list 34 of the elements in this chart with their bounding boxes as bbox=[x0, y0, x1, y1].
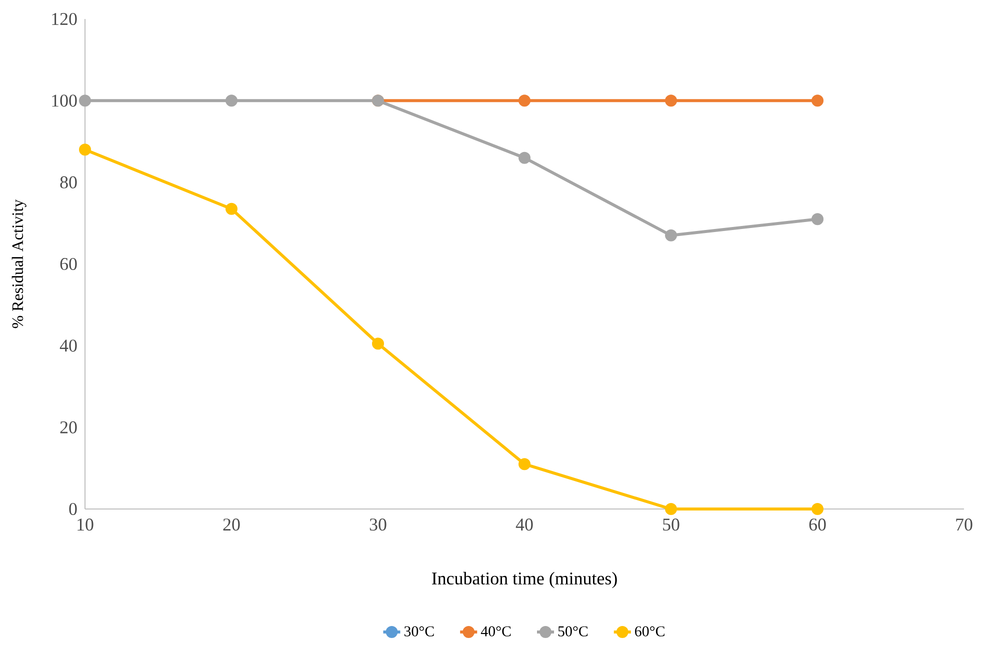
point bbox=[79, 94, 91, 107]
x-tick-label: 60 bbox=[809, 518, 826, 531]
point bbox=[226, 202, 238, 215]
point bbox=[518, 152, 531, 164]
point bbox=[665, 94, 678, 107]
point bbox=[665, 503, 678, 515]
x-tick-label: 30 bbox=[370, 518, 386, 531]
x-axis-title: Incubation time (minutes) bbox=[432, 572, 617, 588]
x-tick-label: 70 bbox=[956, 518, 972, 531]
legend-label: 60°C bbox=[635, 626, 664, 636]
legend-label: 30°C bbox=[404, 626, 434, 636]
point bbox=[518, 94, 531, 107]
y-tick-label: 120 bbox=[52, 12, 77, 26]
point bbox=[518, 458, 531, 470]
y-axis-title: % Residual Activity bbox=[12, 199, 26, 328]
x-tick-label: 50 bbox=[663, 518, 680, 531]
y-tick-label: 20 bbox=[60, 421, 77, 434]
x-tick-label: 10 bbox=[78, 518, 94, 531]
point bbox=[226, 94, 238, 107]
point bbox=[665, 229, 678, 242]
legend-label: 40°C bbox=[480, 626, 511, 636]
point bbox=[372, 338, 384, 350]
y-tick-label: 60 bbox=[60, 258, 77, 270]
x-tick-label: 40 bbox=[516, 518, 533, 531]
y-tick-label: 80 bbox=[60, 176, 77, 188]
point bbox=[812, 213, 824, 226]
y-tick-label: 0 bbox=[69, 502, 77, 516]
y-tick-label: 40 bbox=[60, 340, 77, 352]
legend-label: 50°C bbox=[558, 626, 588, 636]
y-tick-label: 100 bbox=[52, 94, 77, 107]
point bbox=[812, 503, 824, 515]
point bbox=[812, 94, 824, 107]
x-tick-label: 20 bbox=[223, 518, 240, 531]
point bbox=[79, 144, 91, 156]
